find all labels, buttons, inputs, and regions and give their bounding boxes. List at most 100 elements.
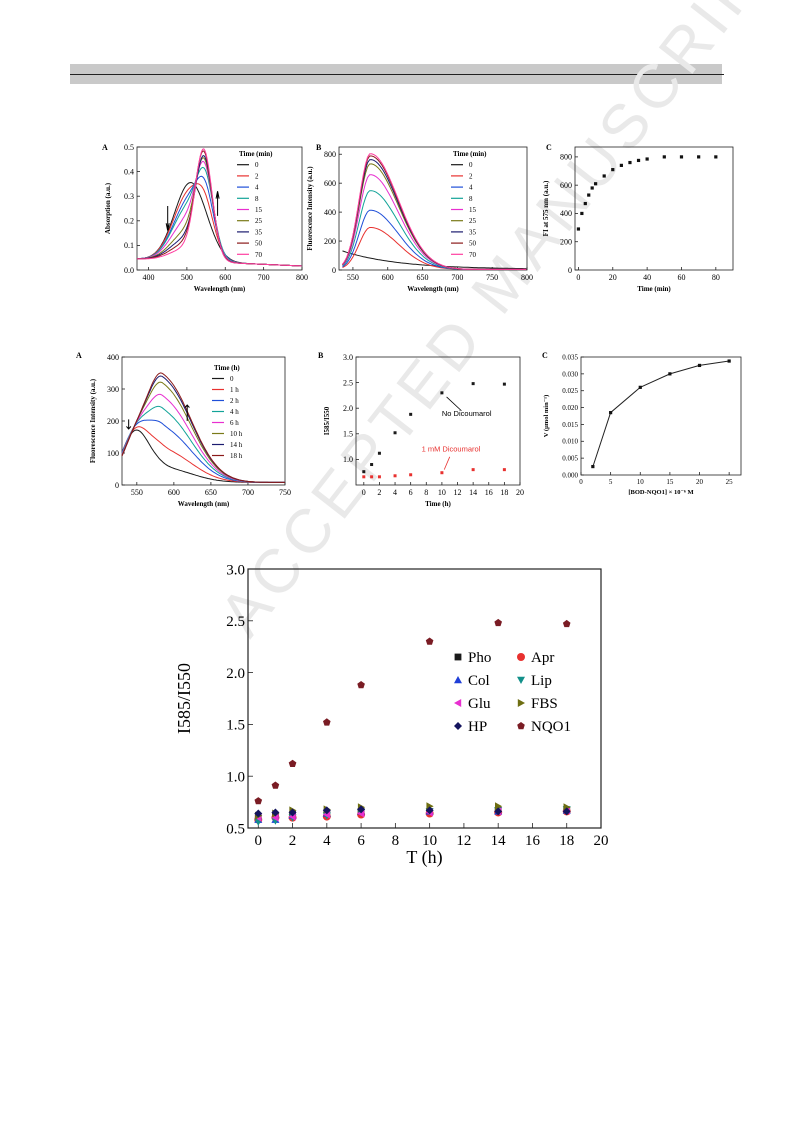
data-point-nqo1 bbox=[494, 618, 502, 627]
panel-label: B bbox=[318, 351, 324, 360]
arrow-down-icon bbox=[165, 206, 170, 231]
chart-p2b: 0 2 4 6 8 10 12 14 16 18 20 1.0 1.5 2.0 2.5 3.0 Time (h)… bbox=[318, 351, 524, 508]
x-tick-label: 4 bbox=[323, 833, 331, 849]
plot-frame bbox=[136, 146, 303, 271]
data-point-nqo1 bbox=[562, 619, 571, 628]
x-axis-label: Wavelength (nm) bbox=[407, 285, 459, 293]
y-tick-label: 600 bbox=[560, 181, 572, 190]
x-tick-label: 2 bbox=[377, 488, 381, 497]
data-point bbox=[594, 182, 598, 186]
x-tick-label: 700 bbox=[242, 488, 254, 497]
y-tick-label: 0.005 bbox=[562, 455, 578, 463]
x-tick-label: 20 bbox=[696, 478, 704, 486]
data-point bbox=[697, 363, 702, 368]
legend-marker-col bbox=[454, 676, 462, 684]
legend-label: 4 bbox=[469, 184, 473, 192]
y-axis-label: FI at 575 nm (a.u.) bbox=[542, 180, 550, 236]
plot-frame bbox=[121, 356, 286, 486]
series-line-18h bbox=[121, 372, 285, 483]
legend-label-fbs: FBS bbox=[531, 696, 558, 712]
x-tick-label: 16 bbox=[485, 488, 493, 497]
watermark-text: ACCEPTED MANUSCRIPT bbox=[207, 0, 793, 649]
legend-label: 50 bbox=[469, 240, 477, 248]
y-tick-label: 2.0 bbox=[226, 666, 245, 682]
legend-label: 18 h bbox=[230, 452, 243, 460]
legend-label: 0 bbox=[469, 161, 473, 169]
x-axis-label: Time (h) bbox=[425, 500, 451, 508]
annotation-no-dicoumarol: No Dicoumarol bbox=[442, 409, 492, 418]
arrow-down-icon bbox=[126, 419, 132, 430]
data-point bbox=[668, 372, 672, 376]
x-tick-label: 10 bbox=[422, 833, 437, 849]
data-point bbox=[409, 473, 413, 477]
legend-label: 35 bbox=[255, 228, 263, 236]
y-tick-label: 800 bbox=[324, 150, 336, 159]
data-point bbox=[393, 474, 397, 478]
x-axis-label: Wavelength (nm) bbox=[178, 500, 230, 508]
x-tick-label: 550 bbox=[347, 273, 359, 282]
y-axis-label: I585/I550 bbox=[323, 406, 331, 435]
legend-label: 25 bbox=[255, 217, 263, 225]
data-point bbox=[587, 193, 591, 197]
data-point bbox=[662, 155, 666, 159]
y-tick-label: 2.0 bbox=[343, 404, 353, 413]
plot-frame bbox=[247, 568, 602, 829]
y-tick-label: 0.5 bbox=[124, 143, 134, 152]
y-tick-label: 800 bbox=[560, 153, 572, 162]
x-tick-label: 0 bbox=[576, 273, 580, 282]
data-point bbox=[590, 186, 594, 190]
legend-label: 10 h bbox=[230, 430, 243, 438]
y-axis-label: I585/I550 bbox=[174, 663, 194, 734]
y-tick-label: 0 bbox=[115, 481, 119, 490]
legend-label: 70 bbox=[255, 251, 263, 259]
data-point-nqo1 bbox=[425, 637, 434, 645]
y-tick-label: 0.035 bbox=[562, 353, 578, 361]
y-tick-label: 1.5 bbox=[226, 718, 245, 734]
x-tick-label: 15 bbox=[666, 478, 674, 486]
y-tick-label: 0 bbox=[332, 266, 336, 275]
legend-marker-glu bbox=[454, 699, 462, 707]
legend-label: 0 bbox=[255, 161, 259, 169]
legend-label: 2 h bbox=[230, 397, 239, 405]
data-point bbox=[409, 412, 413, 416]
x-tick-label: 700 bbox=[451, 273, 463, 282]
legend-label-lip: Lip bbox=[531, 673, 552, 689]
chart-p2c: 0 5 10 15 20 25 0.000 0.005 0.010 0.015 0.020 0.025… bbox=[542, 351, 742, 496]
series-line-8 bbox=[137, 166, 302, 267]
legend-label-nqo1: NQO1 bbox=[531, 719, 571, 735]
legend-label: 6 h bbox=[230, 419, 239, 427]
legend-marker-lip bbox=[517, 676, 525, 684]
x-tick-label: 750 bbox=[486, 273, 498, 282]
legend-label: 4 h bbox=[230, 408, 239, 416]
arrow-up-icon bbox=[184, 404, 190, 421]
y-tick-label: 0.020 bbox=[562, 404, 578, 412]
panel-label: C bbox=[546, 143, 552, 152]
y-tick-label: 0.010 bbox=[562, 438, 578, 446]
y-tick-label: 400 bbox=[560, 209, 572, 218]
data-point bbox=[609, 411, 613, 415]
data-point-nqo1 bbox=[254, 797, 263, 805]
y-tick-label: 3.0 bbox=[226, 562, 245, 578]
data-point bbox=[440, 391, 444, 395]
x-tick-label: 6 bbox=[357, 833, 365, 849]
x-axis-label: Wavelength (nm) bbox=[194, 285, 246, 293]
data-point bbox=[393, 431, 397, 435]
y-tick-label: 200 bbox=[560, 238, 572, 247]
y-tick-label: 0.025 bbox=[562, 387, 578, 395]
y-tick-label: 0.1 bbox=[124, 241, 134, 250]
data-point bbox=[377, 451, 381, 455]
legend-label: 15 bbox=[255, 206, 263, 214]
legend-title: Time (min) bbox=[453, 150, 487, 158]
x-tick-label: 16 bbox=[525, 833, 541, 849]
legend-label: 25 bbox=[469, 217, 477, 225]
x-tick-label: 60 bbox=[677, 273, 685, 282]
legend-marker-hp bbox=[454, 722, 462, 730]
arrow-up-icon bbox=[215, 191, 220, 216]
legend-marker-pho bbox=[454, 653, 462, 661]
data-point-nqo1 bbox=[271, 781, 280, 789]
legend-label: 0 bbox=[230, 375, 234, 383]
x-tick-label: 650 bbox=[417, 273, 429, 282]
data-point bbox=[370, 475, 374, 479]
x-tick-label: 10 bbox=[637, 478, 645, 486]
